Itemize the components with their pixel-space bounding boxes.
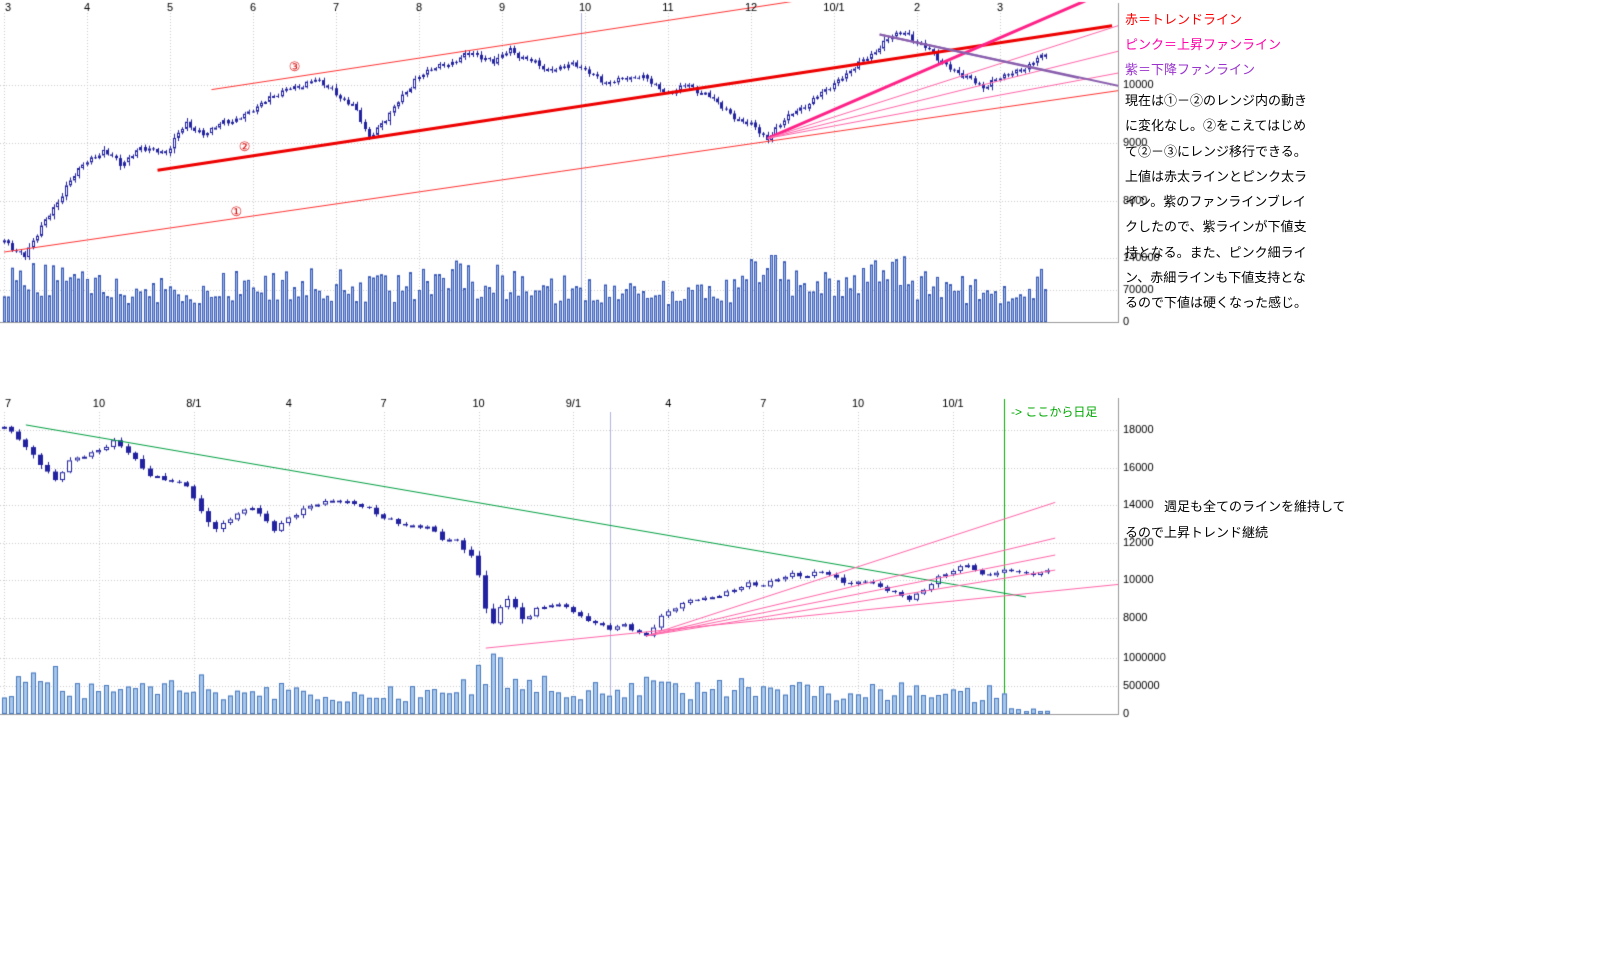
legend-pink-fanline: ピンク＝上昇ファンライン <box>1125 37 1282 52</box>
legend-purple-fanline: 紫＝下降ファンライン <box>1125 62 1256 77</box>
weekly-commentary-line2: るので上昇トレンド継続 <box>1125 525 1269 540</box>
legend: 赤＝トレンドライン ピンク＝上昇ファンライン 紫＝下降ファンライン <box>1125 7 1281 82</box>
daily-switch-note: -> ここから日足 <box>1011 405 1098 419</box>
daily-commentary: 現在は①－②のレンジ内の動き に変化なし。②をこえてはじめ て②－③にレンジ移行… <box>1125 93 1308 311</box>
weekly-commentary-line1: 週足も全てのラインを維持して <box>1164 499 1346 514</box>
legend-red-trendline: 赤＝トレンドライン <box>1125 12 1243 27</box>
